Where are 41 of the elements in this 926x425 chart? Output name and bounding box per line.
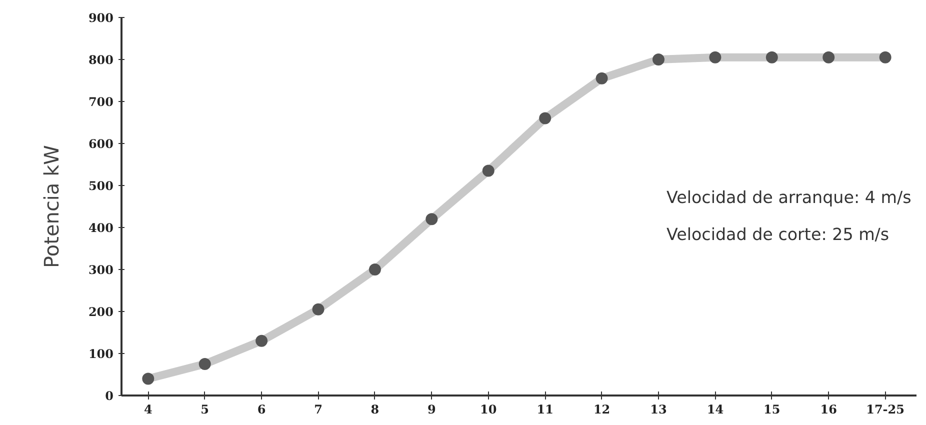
- point: [198, 358, 211, 370]
- x-tick-label: 17-25: [866, 402, 905, 416]
- point: [709, 51, 722, 64]
- x-tick-label: 10: [480, 402, 497, 416]
- point: [766, 51, 778, 64]
- x-tick-label: 6: [257, 402, 266, 416]
- x-tick-label: 5: [200, 402, 210, 416]
- point: [822, 51, 835, 64]
- y-tick-label: 600: [88, 137, 114, 151]
- x-tick-label: 15: [764, 402, 780, 416]
- y-tick-label: 200: [88, 305, 114, 319]
- x-tick-label: 7: [314, 402, 322, 416]
- point: [368, 264, 381, 276]
- y-tick-label: 900: [88, 11, 114, 25]
- x-tick-label: 16: [820, 402, 837, 416]
- y-tick-label: 500: [88, 179, 114, 193]
- y-axis-title: Potencia kW: [39, 144, 64, 268]
- point: [142, 372, 154, 385]
- x-tick-label: 14: [706, 402, 724, 416]
- point: [482, 164, 494, 177]
- point: [312, 303, 324, 316]
- point: [879, 51, 892, 64]
- y-tick-label: 700: [88, 95, 114, 109]
- point: [426, 213, 438, 226]
- y-tick-label: 400: [88, 221, 114, 235]
- point: [256, 334, 268, 347]
- x-tick-label: 13: [650, 402, 667, 416]
- y-tick-label: 300: [88, 263, 114, 277]
- point: [652, 54, 664, 66]
- x-tick-label: 4: [144, 402, 152, 416]
- point: [539, 112, 552, 124]
- x-tick-label: 11: [536, 402, 554, 416]
- y-tick-label: 0: [105, 389, 114, 403]
- annotation: Velocidad de arranque: 4 m/s: [666, 188, 912, 207]
- annotation: Velocidad de corte: 25 m/s: [666, 225, 890, 244]
- x-tick-label: 9: [428, 402, 436, 416]
- y-tick-label: 100: [88, 347, 114, 361]
- x-tick-label: 12: [593, 402, 610, 416]
- y-tick-label: 800: [88, 53, 114, 67]
- x-tick-label: 8: [370, 402, 380, 416]
- point: [596, 72, 608, 84]
